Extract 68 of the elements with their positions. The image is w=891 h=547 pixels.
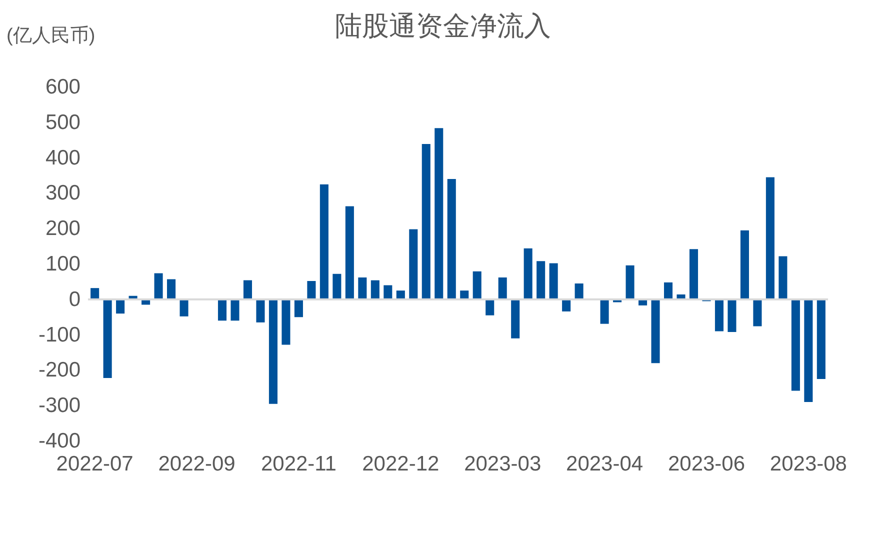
bar xyxy=(562,299,571,312)
bar xyxy=(600,299,609,324)
bar xyxy=(294,299,303,318)
bar xyxy=(574,283,584,300)
bar xyxy=(434,128,444,300)
bar xyxy=(664,282,673,300)
bar xyxy=(422,144,430,300)
bar xyxy=(804,299,813,402)
bar xyxy=(218,299,227,321)
bar xyxy=(243,280,252,300)
bar xyxy=(766,177,774,300)
x-tick-label: 2023-03 xyxy=(464,452,542,476)
bar xyxy=(103,299,112,378)
y-tick-label: -100 xyxy=(38,323,80,346)
y-tick-label: 400 xyxy=(45,146,80,170)
bar xyxy=(536,261,546,300)
bar xyxy=(511,299,520,338)
bar xyxy=(472,271,482,300)
bar xyxy=(116,299,125,314)
y-tick-label: -200 xyxy=(38,358,80,382)
y-tick-label: 500 xyxy=(45,110,80,134)
bar xyxy=(524,248,532,300)
bar xyxy=(651,299,660,364)
y-tick-label: 300 xyxy=(45,182,80,205)
bar xyxy=(816,299,826,380)
y-tick-label: 100 xyxy=(45,252,80,276)
bar xyxy=(167,279,176,300)
bar xyxy=(345,206,354,300)
bar xyxy=(409,229,418,300)
bar xyxy=(332,274,342,300)
x-tick-label: 2022-12 xyxy=(362,452,440,476)
bar xyxy=(180,299,188,316)
bar xyxy=(358,277,367,300)
bar xyxy=(384,285,392,300)
y-tick-label: -300 xyxy=(38,394,80,418)
chart-title: 陆股通资金净流入 xyxy=(335,11,551,41)
y-axis-title: (亿人民币) xyxy=(6,26,96,46)
bar xyxy=(791,299,800,391)
bar xyxy=(268,299,278,404)
bar xyxy=(230,299,240,321)
bar xyxy=(549,263,558,300)
bar xyxy=(714,299,724,332)
x-tick-label: 2023-06 xyxy=(668,452,746,476)
bar xyxy=(740,230,749,300)
x-tick-label: 2022-11 xyxy=(260,452,336,476)
y-tick-label: -400 xyxy=(38,430,80,452)
bar xyxy=(282,299,290,345)
bar xyxy=(90,288,100,300)
x-tick-label: 2022-07 xyxy=(56,452,134,476)
bar xyxy=(626,265,634,300)
y-tick-label: 200 xyxy=(45,217,80,240)
bar xyxy=(689,249,698,300)
x-tick-label: 2022-09 xyxy=(158,452,236,476)
bar xyxy=(307,280,316,300)
bar xyxy=(154,273,163,300)
bar xyxy=(320,184,328,300)
bar xyxy=(447,179,456,300)
bar xyxy=(486,299,494,316)
bar xyxy=(778,256,788,300)
bar xyxy=(498,277,507,300)
y-tick-label: 0 xyxy=(68,288,80,311)
bar xyxy=(256,299,265,322)
bar xyxy=(728,299,736,332)
x-tick-label: 2023-08 xyxy=(770,452,847,476)
y-tick-label: 600 xyxy=(45,76,80,98)
x-tick-label: 2023-04 xyxy=(566,452,644,476)
bar xyxy=(370,280,380,300)
bar xyxy=(753,299,762,326)
